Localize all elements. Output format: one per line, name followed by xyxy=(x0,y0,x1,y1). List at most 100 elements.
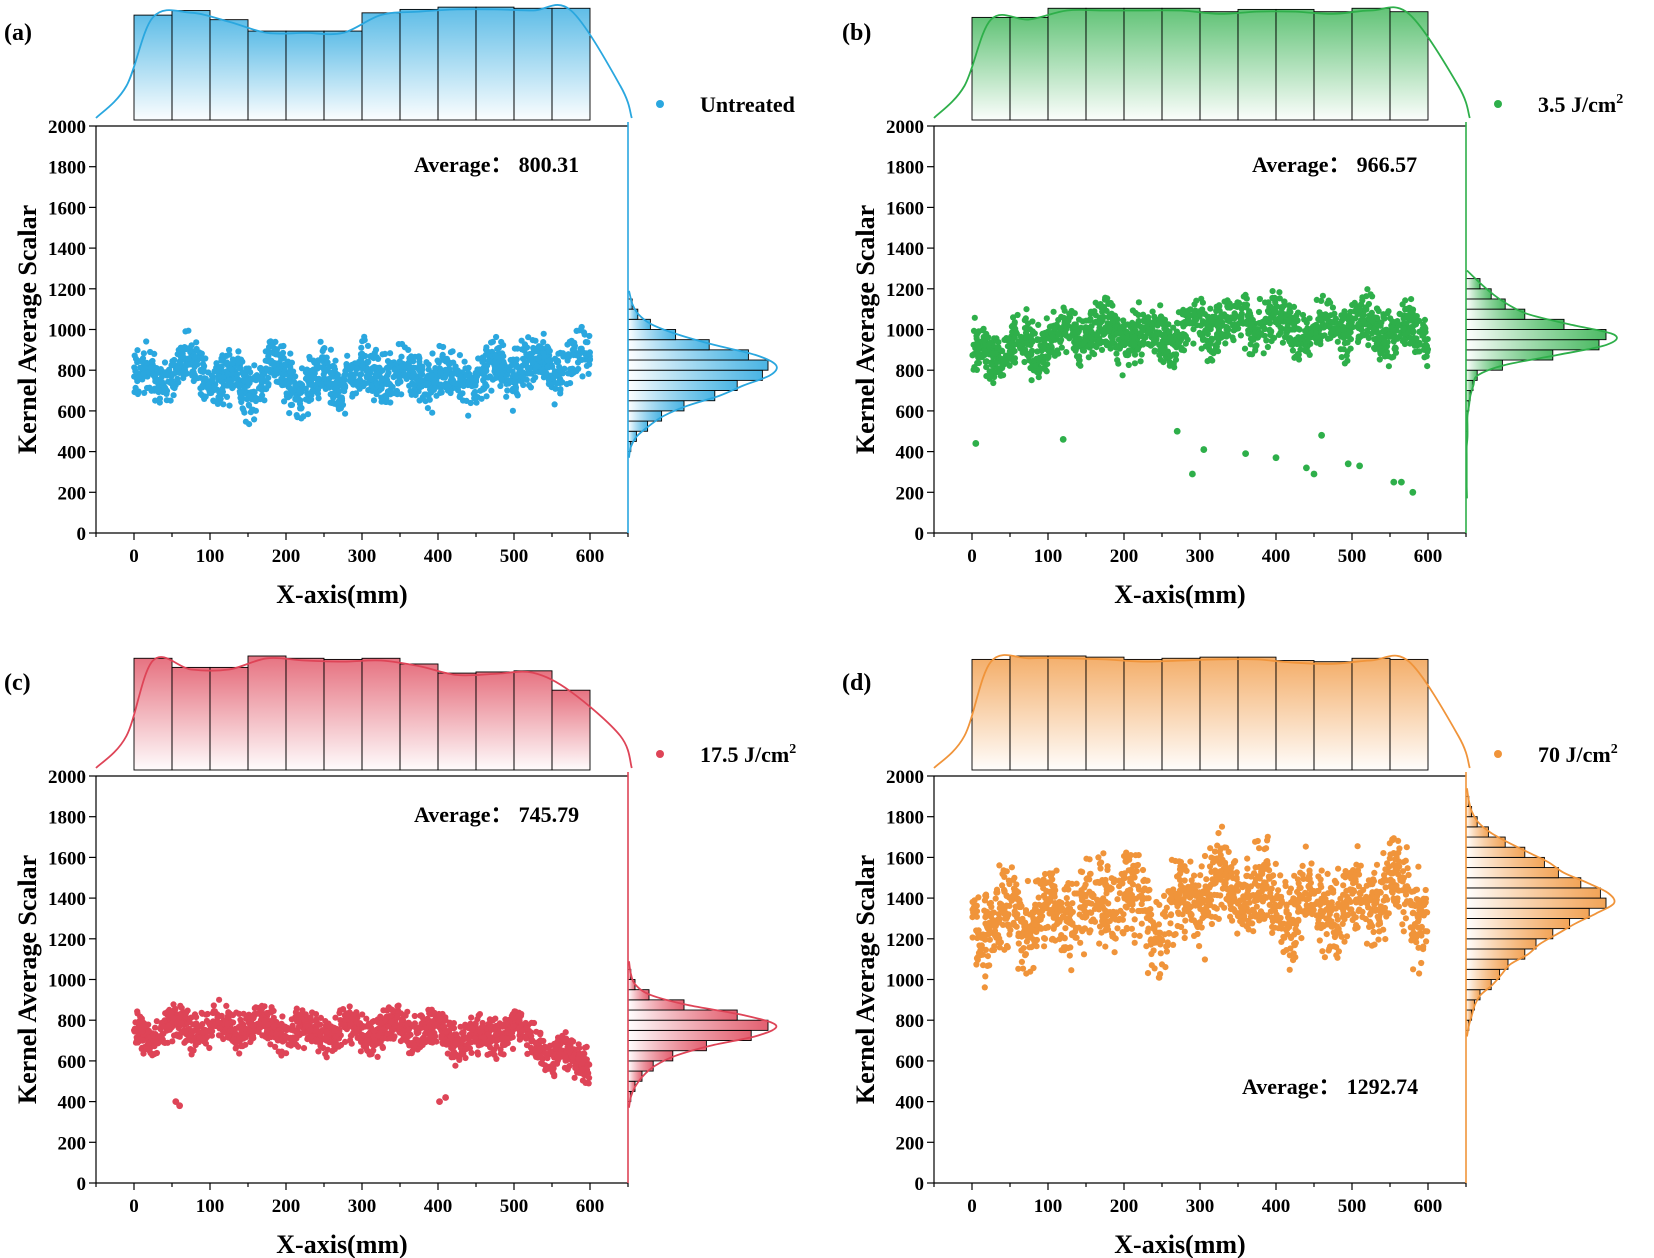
data-point xyxy=(1227,304,1234,311)
data-point xyxy=(388,361,395,368)
data-point xyxy=(554,1054,561,1061)
top-histogram-bar xyxy=(1237,8,1277,121)
data-point xyxy=(1270,295,1277,302)
data-point xyxy=(378,376,385,383)
data-point xyxy=(1302,327,1309,335)
data-point xyxy=(236,1010,243,1018)
data-point xyxy=(370,1047,377,1054)
data-point xyxy=(327,370,335,377)
data-point xyxy=(537,343,544,351)
data-point xyxy=(517,363,525,370)
data-point xyxy=(525,334,532,341)
panel-d: 0 100 200 300 400 500 600020040060080010001200… xyxy=(842,654,1618,1258)
data-point xyxy=(286,410,293,417)
right-histogram-bar xyxy=(627,390,716,402)
top-histogram-bar xyxy=(1047,7,1087,121)
data-point xyxy=(245,392,252,399)
scatter-points xyxy=(969,823,1431,991)
data-point xyxy=(179,350,186,357)
data-point xyxy=(550,375,557,382)
data-point xyxy=(552,355,559,362)
top-histogram-bar xyxy=(1237,656,1277,771)
data-point xyxy=(193,339,200,346)
x-tick-label: 500 xyxy=(500,1196,529,1217)
data-point xyxy=(411,1042,418,1049)
data-point xyxy=(342,384,349,391)
data-point xyxy=(1380,850,1387,857)
x-tick-label: 200 xyxy=(272,546,301,567)
data-point xyxy=(1241,301,1248,308)
data-point xyxy=(1076,353,1083,360)
data-point xyxy=(1357,333,1364,340)
data-point xyxy=(209,1028,216,1035)
data-point xyxy=(379,397,386,404)
data-point xyxy=(1281,298,1288,305)
data-point xyxy=(234,381,241,388)
legend-label: 17.5 J/cm2 xyxy=(700,742,796,767)
data-point xyxy=(273,351,280,358)
data-point xyxy=(1385,363,1392,370)
data-point xyxy=(359,1024,366,1031)
data-point xyxy=(1344,348,1351,355)
data-point xyxy=(564,1066,571,1073)
data-point xyxy=(1187,858,1194,865)
data-point xyxy=(1162,324,1169,331)
data-point xyxy=(456,1053,463,1060)
top-histogram-bar xyxy=(1161,7,1201,121)
data-point xyxy=(306,390,313,397)
data-point xyxy=(1061,322,1068,329)
data-point xyxy=(357,1048,364,1055)
data-point xyxy=(1042,366,1049,373)
data-point xyxy=(185,355,192,362)
data-point xyxy=(297,380,304,387)
data-point xyxy=(1235,303,1242,310)
data-point xyxy=(234,1037,241,1045)
data-point xyxy=(432,384,439,391)
data-point xyxy=(134,1010,141,1017)
right-histogram xyxy=(627,290,778,458)
data-point xyxy=(1279,339,1286,346)
data-point xyxy=(449,1050,456,1057)
data-point xyxy=(1102,294,1109,301)
data-point xyxy=(970,366,977,373)
data-point xyxy=(1405,329,1412,336)
data-point xyxy=(296,388,303,395)
data-point xyxy=(1344,339,1351,346)
right-histogram-bar xyxy=(1465,329,1607,341)
data-point xyxy=(584,339,591,346)
data-point xyxy=(1131,360,1138,367)
y-tick-label: 0 xyxy=(77,524,87,545)
data-point xyxy=(563,353,570,360)
data-point xyxy=(307,1014,314,1021)
data-point xyxy=(523,376,530,383)
data-point xyxy=(522,359,529,366)
data-point xyxy=(203,1017,210,1024)
data-point xyxy=(385,388,392,395)
data-point xyxy=(583,1043,590,1050)
data-point xyxy=(318,380,325,388)
data-point xyxy=(509,1045,517,1052)
data-point xyxy=(485,348,492,355)
data-point xyxy=(1235,325,1242,332)
data-point xyxy=(250,388,257,395)
data-point xyxy=(419,394,426,401)
data-point xyxy=(283,390,290,397)
data-point xyxy=(1193,297,1200,304)
data-point xyxy=(1356,462,1363,470)
average-value: 966.57 xyxy=(1357,152,1418,177)
top-histogram-bar xyxy=(209,666,249,771)
data-point xyxy=(235,348,242,355)
scatter-points xyxy=(969,286,1431,496)
data-point xyxy=(1232,312,1240,319)
data-point xyxy=(522,1019,529,1027)
data-point xyxy=(579,1066,587,1073)
data-point xyxy=(432,365,439,372)
data-point xyxy=(578,323,585,331)
data-point xyxy=(990,379,997,387)
panel-c: 0 100 200 300 400 500 600020040060080010001200… xyxy=(4,655,796,1258)
right-histogram-bar xyxy=(1465,928,1554,940)
data-point xyxy=(472,1020,479,1027)
y-tick-label: 200 xyxy=(58,483,87,504)
legend: 17.5 J/cm2 xyxy=(656,742,796,767)
data-point xyxy=(288,401,296,408)
